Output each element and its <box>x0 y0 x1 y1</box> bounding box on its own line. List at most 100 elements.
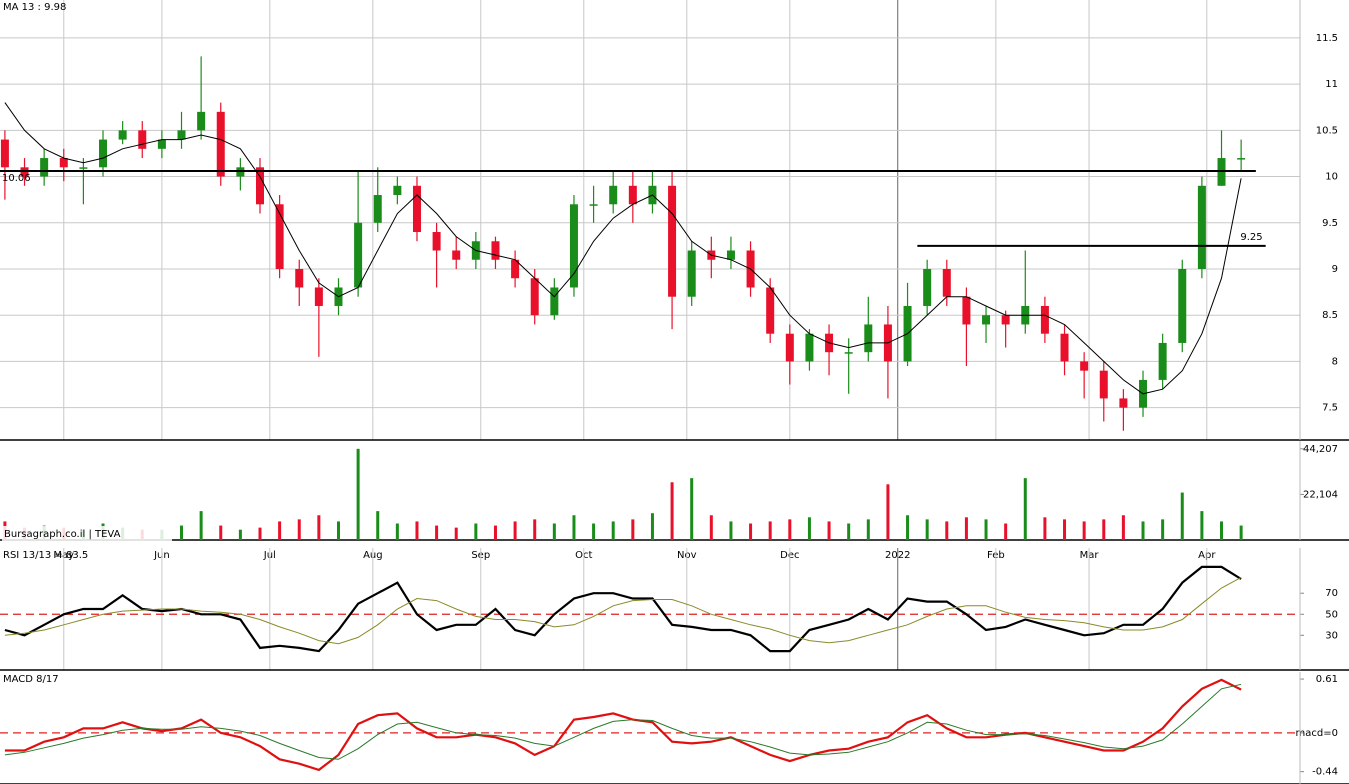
volume-bar <box>454 527 458 540</box>
volume-bar <box>376 511 380 540</box>
y-tick-label: 50 <box>1325 609 1338 620</box>
volume-bar <box>749 523 753 540</box>
panel-title: RSI 13/13 = 83.5 <box>3 550 88 561</box>
watermark: Bursagraph.co.il | TEVA <box>4 529 121 540</box>
candle-body <box>805 333 814 362</box>
volume-bar <box>474 523 478 540</box>
candle-body <box>1040 305 1049 334</box>
candle-body <box>1080 361 1089 371</box>
volume-bar <box>807 517 811 540</box>
candle-body <box>354 222 363 288</box>
volume-bar <box>709 515 713 540</box>
y-tick-label: 44,207 <box>1303 444 1338 455</box>
candle-body <box>256 167 264 205</box>
y-tick-label: 9.5 <box>1322 218 1338 229</box>
volume-bar <box>415 521 419 540</box>
candle-body <box>314 287 323 306</box>
candle-body <box>785 333 794 362</box>
volume-bar <box>258 527 262 540</box>
candle-body <box>412 185 421 233</box>
candle-body <box>923 268 932 306</box>
volume-bar <box>827 521 831 540</box>
y-tick-label: 22,104 <box>1303 489 1338 500</box>
volume-bar <box>317 515 321 540</box>
candle-body <box>1178 268 1187 343</box>
candle-body <box>1237 158 1246 160</box>
candle-body <box>982 315 991 325</box>
candle-body <box>589 204 598 206</box>
candle-body <box>864 324 873 353</box>
volume-bar <box>650 513 654 540</box>
volume-bar <box>964 517 968 540</box>
candle-body <box>79 167 88 169</box>
candle-body <box>393 185 402 196</box>
volume-bar <box>925 519 929 540</box>
volume-bar <box>493 525 497 540</box>
volume-bar <box>670 482 674 540</box>
volume-bar <box>886 484 890 540</box>
candle-body <box>295 268 304 288</box>
line-series <box>4 576 1242 645</box>
candle-body <box>452 250 461 260</box>
candle-body <box>491 241 500 260</box>
candle-body <box>1060 333 1069 362</box>
candle-body <box>197 111 206 131</box>
candle-body <box>0 139 9 168</box>
volume-bar <box>278 521 282 540</box>
y-tick-label: 10 <box>1325 172 1338 183</box>
level-label: 10.06 <box>2 173 31 184</box>
y-tick-label: 8 <box>1332 356 1338 367</box>
candle-body <box>99 139 108 168</box>
candle-body <box>216 111 225 177</box>
candle-body <box>962 296 971 325</box>
line-series <box>4 683 1242 760</box>
volume-bar <box>592 523 596 540</box>
volume-bar <box>1121 515 1125 540</box>
y-tick-label: 30 <box>1325 630 1338 641</box>
volume-bar <box>1043 517 1047 540</box>
volume-bar <box>356 448 360 540</box>
candle-body <box>40 158 49 177</box>
candle-body <box>550 287 559 316</box>
y-tick-label: -0.44 <box>1312 767 1338 778</box>
volume-bar <box>180 525 184 540</box>
y-tick-label: 11.5 <box>1316 33 1338 44</box>
level-label: 9.25 <box>1240 232 1262 243</box>
candle-body <box>177 130 186 140</box>
volume-bar <box>788 519 792 540</box>
volume-bar <box>984 519 988 540</box>
volume-bar <box>1220 521 1224 540</box>
volume-bar <box>847 523 851 540</box>
volume-bar <box>199 511 203 540</box>
candle-body <box>1001 315 1010 325</box>
volume-bar <box>513 521 517 540</box>
watermark-bg <box>2 526 172 542</box>
candle-body <box>668 185 677 297</box>
candle-body <box>511 259 520 279</box>
candle-body <box>59 158 68 168</box>
volume-bar <box>1180 492 1184 540</box>
volume-bar <box>1082 521 1086 540</box>
candle-body <box>118 130 127 140</box>
y-tick-label: 10.5 <box>1316 125 1338 136</box>
volume-bar <box>945 521 949 540</box>
candle-body <box>609 185 618 205</box>
candle-body <box>530 278 539 316</box>
y-tick-label: macd=0 <box>1296 728 1338 739</box>
candle-body <box>844 352 853 354</box>
candle-body <box>628 185 637 205</box>
volume-bar <box>1004 523 1008 540</box>
volume-bar <box>297 519 301 540</box>
volume-bar <box>906 515 910 540</box>
candle-body <box>157 139 166 149</box>
y-tick-label: 11 <box>1325 79 1338 90</box>
candle-body <box>373 195 382 223</box>
line-series <box>4 102 1242 395</box>
y-tick-label: 7.5 <box>1322 403 1338 414</box>
volume-bar <box>611 521 615 540</box>
candle-body <box>569 204 578 288</box>
volume-bar <box>395 523 399 540</box>
candle-body <box>275 204 284 269</box>
volume-bar <box>533 519 537 540</box>
